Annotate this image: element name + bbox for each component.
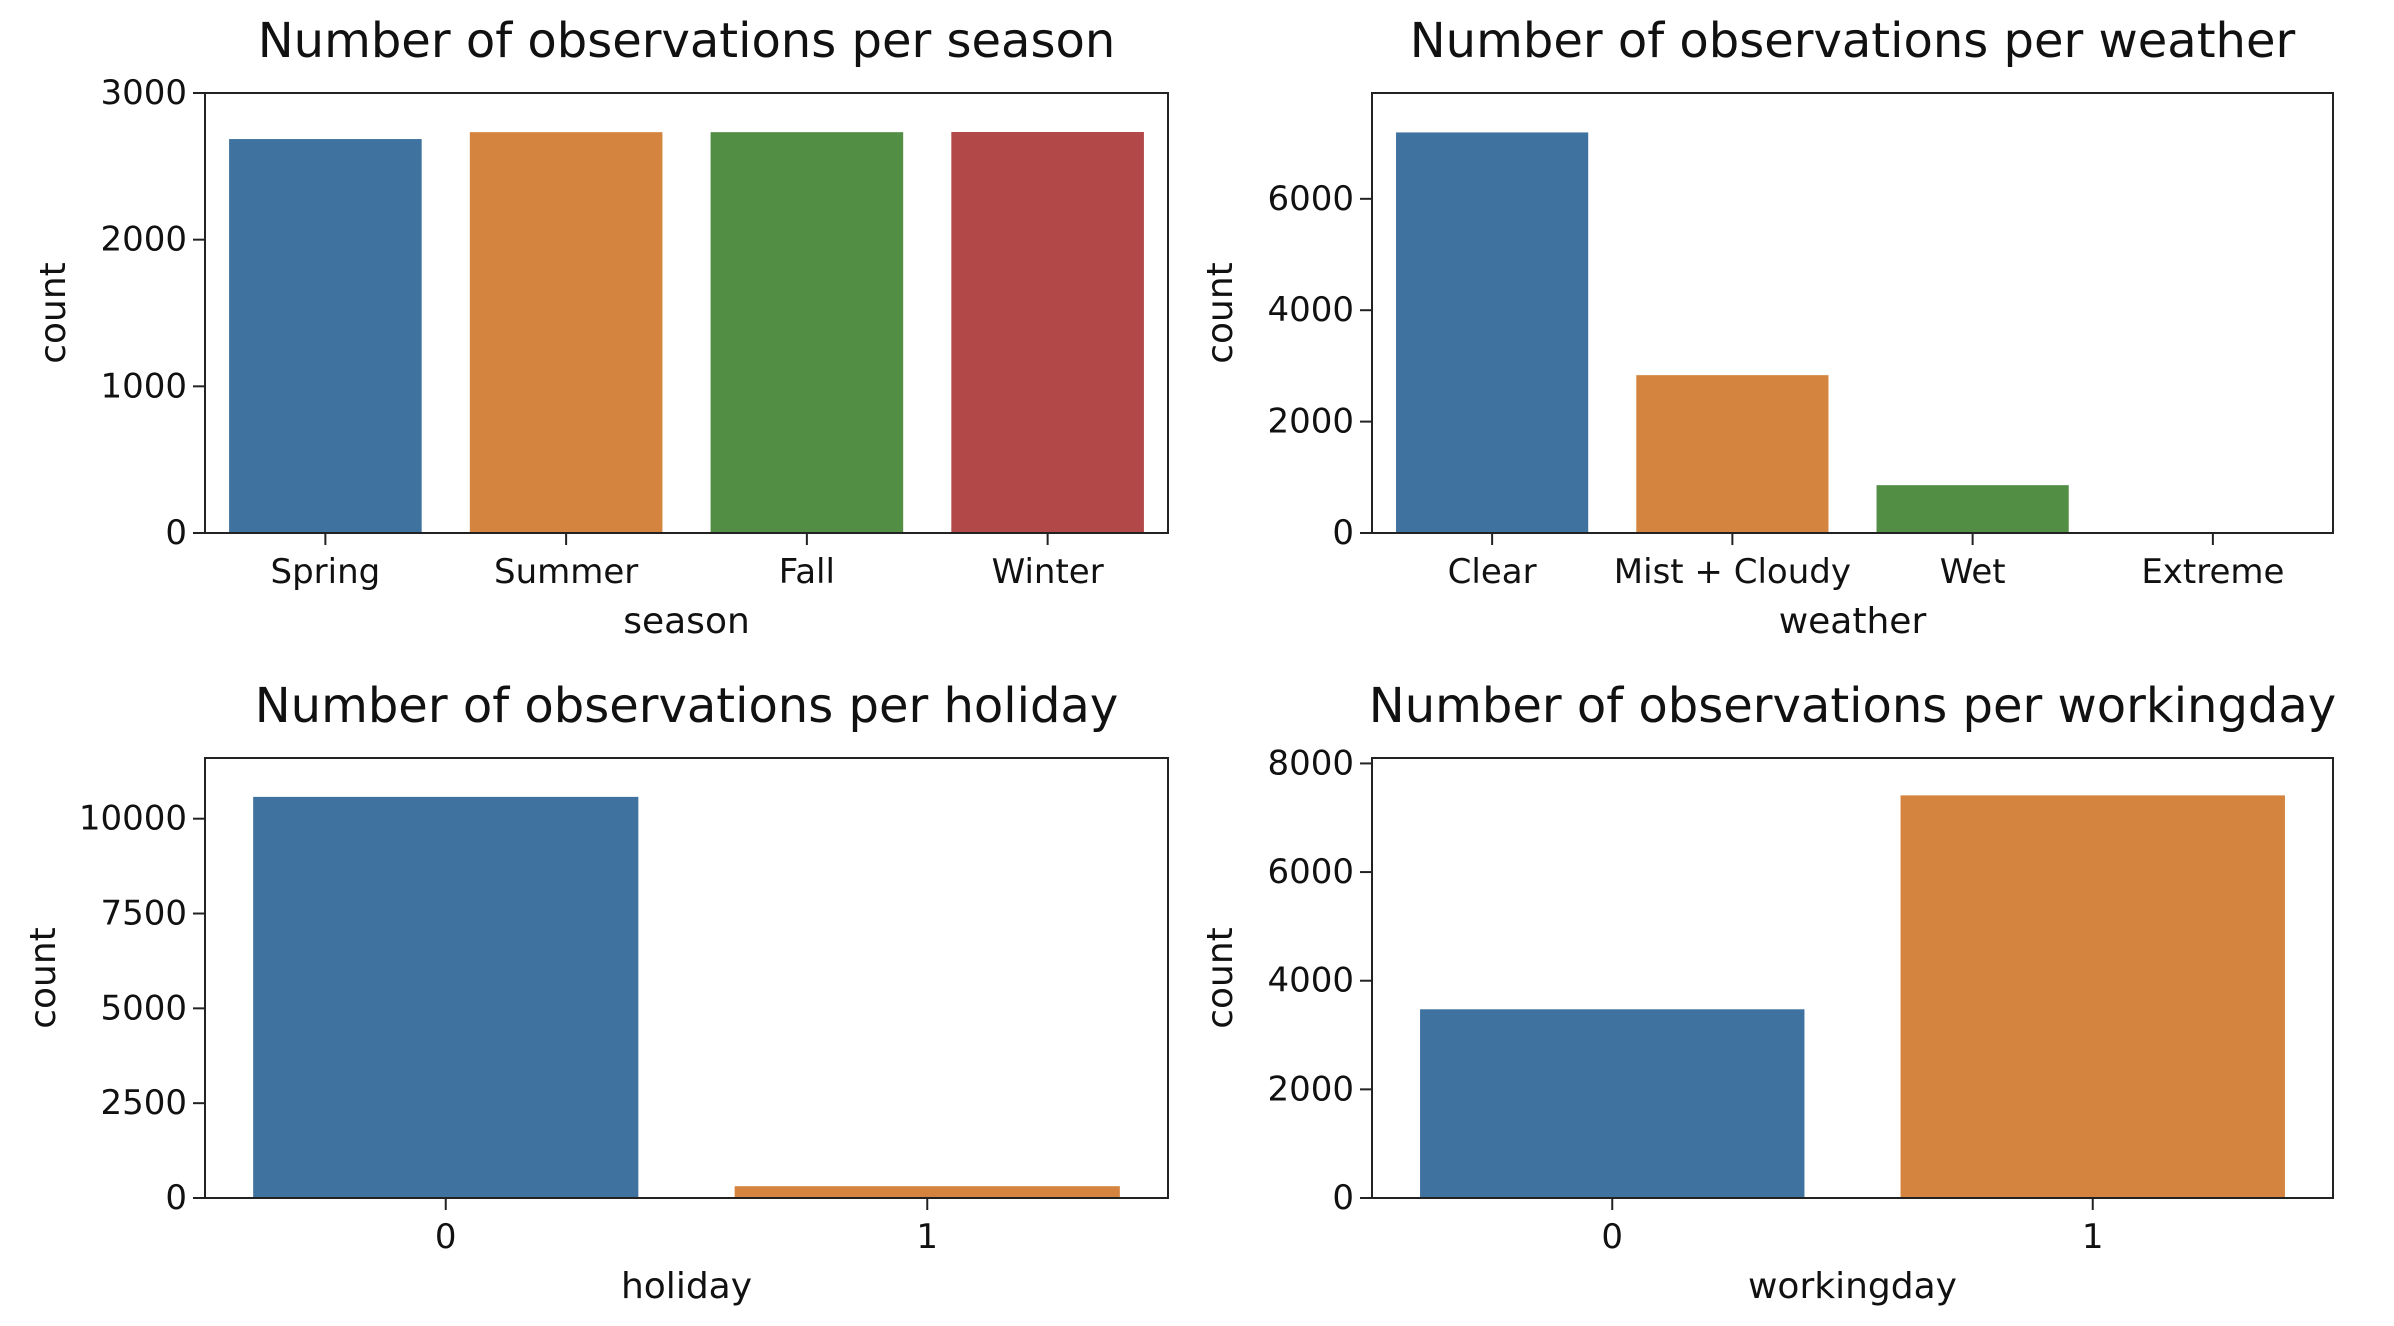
- y-tick-label: 3000: [100, 73, 187, 113]
- y-tick-label: 7500: [100, 894, 187, 934]
- chart-title: Number of observations per holiday: [255, 678, 1118, 734]
- x-tick-label: 0: [435, 1217, 457, 1257]
- bar-0: [1420, 1009, 1805, 1198]
- subplot-1: 0 1000 2000 3000 Spring Summer Fall Winter Numbe…: [33, 13, 1169, 642]
- y-tick-label: 4000: [1267, 961, 1354, 1001]
- y-tick-label: 6000: [1267, 852, 1354, 892]
- plot-frame: [1371, 92, 2334, 534]
- y-tick-label: 2000: [1267, 1069, 1354, 1109]
- subplot-3: 0 2500 5000 7500 10000 0 1 Number of observatio…: [23, 678, 1169, 1307]
- chart-title: Number of observations per workingday: [1369, 678, 2336, 734]
- x-axis-label: season: [623, 601, 750, 642]
- x-axis-label: weather: [1779, 601, 1927, 642]
- x-tick-label: Wet: [1940, 552, 2006, 592]
- y-tick-label: 4000: [1267, 290, 1354, 330]
- y-tick-label: 2500: [100, 1083, 187, 1123]
- bar-fall: [710, 132, 904, 533]
- y-axis-label: count: [33, 262, 74, 364]
- x-tick-label: 1: [2082, 1217, 2104, 1257]
- y-tick-label: 0: [1332, 1178, 1354, 1218]
- bar-1: [734, 1186, 1120, 1198]
- y-tick-label: 0: [165, 1178, 187, 1218]
- bar-0: [253, 796, 639, 1198]
- y-tick-label: 0: [165, 513, 187, 553]
- chart-title: Number of observations per weather: [1410, 13, 2296, 69]
- y-tick-label: 10000: [79, 799, 187, 839]
- x-tick-label: Fall: [779, 552, 835, 592]
- bar-1: [1900, 795, 2285, 1198]
- y-tick-label: 6000: [1267, 179, 1354, 219]
- x-tick-label: Winter: [992, 552, 1104, 592]
- y-tick-label: 2000: [100, 220, 187, 260]
- y-tick-label: 8000: [1267, 743, 1354, 783]
- bar-summer: [469, 132, 663, 533]
- x-tick-label: Summer: [494, 552, 638, 592]
- y-axis-label: count: [1200, 262, 1241, 364]
- y-tick-label: 5000: [100, 988, 187, 1028]
- y-axis-label: count: [1200, 927, 1241, 1029]
- x-axis-label: holiday: [621, 1266, 752, 1307]
- y-tick-label: 1000: [100, 366, 187, 406]
- x-tick-label: Spring: [271, 552, 381, 592]
- x-tick-label: Clear: [1448, 552, 1537, 592]
- chart-title: Number of observations per season: [258, 13, 1115, 69]
- x-tick-label: Extreme: [2141, 552, 2284, 592]
- subplot-4: 0 2000 4000 6000 8000 0 1 Number of observation…: [1200, 678, 2336, 1307]
- bar-spring: [229, 139, 422, 533]
- bar-mist-cloudy: [1636, 375, 1829, 533]
- y-tick-label: 2000: [1267, 402, 1354, 442]
- subplot-2: 0 2000 4000 6000 Clear Mist + Cloudy Wet Extrem…: [1200, 13, 2334, 642]
- bar-winter: [951, 132, 1144, 533]
- x-tick-label: 1: [916, 1217, 938, 1257]
- plot-frame: [204, 757, 1169, 1199]
- bar-wet: [1876, 485, 2069, 533]
- x-tick-label: Mist + Cloudy: [1614, 552, 1851, 592]
- plot-frame: [1371, 757, 2334, 1199]
- y-tick-label: 0: [1332, 513, 1354, 553]
- y-axis-label: count: [23, 927, 64, 1029]
- x-axis-label: workingday: [1748, 1266, 1957, 1307]
- bar-clear: [1396, 132, 1589, 533]
- plot-frame: [204, 92, 1169, 534]
- x-tick-label: 0: [1601, 1217, 1623, 1257]
